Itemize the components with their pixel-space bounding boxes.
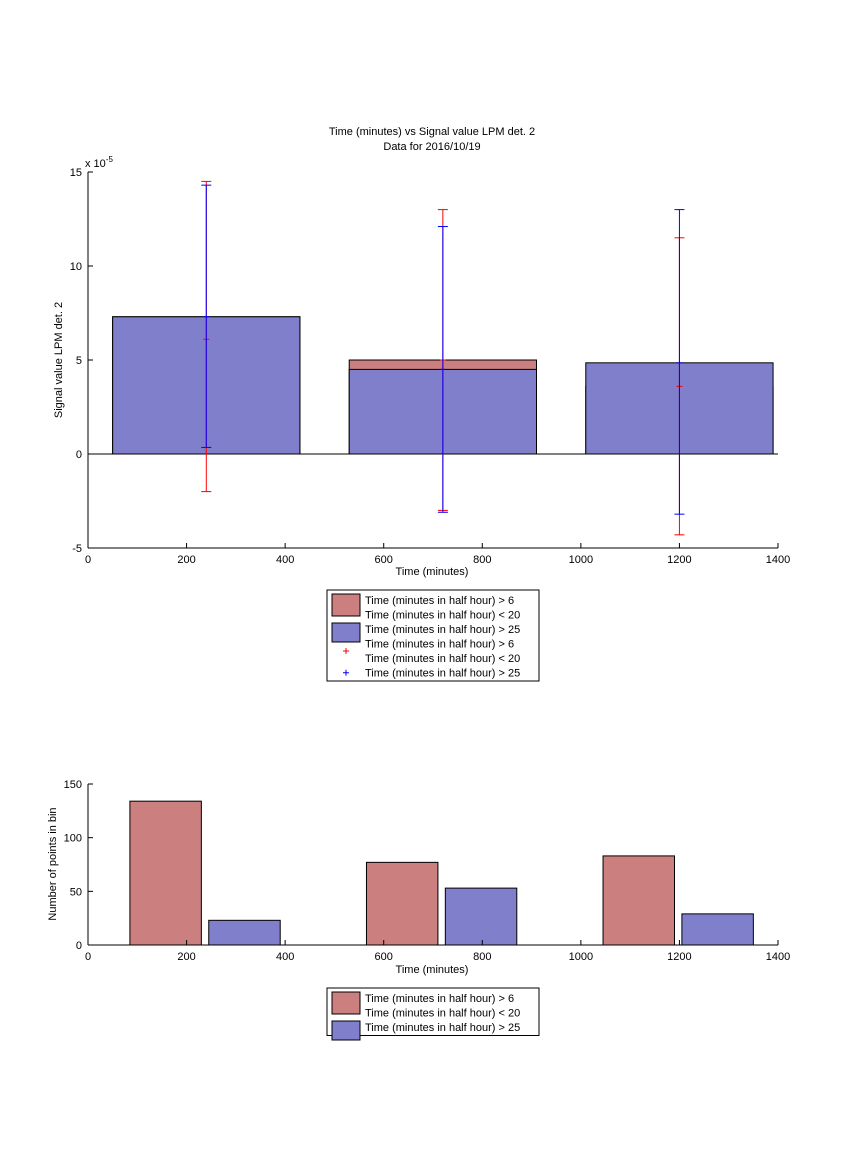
bar-blue xyxy=(444,887,518,946)
x-tick-label: 1400 xyxy=(766,951,790,963)
legend-label: Time (minutes in half hour) > 25 xyxy=(365,1022,520,1034)
x-tick-label: 200 xyxy=(177,951,195,963)
bar-red xyxy=(602,855,675,946)
legend: Time (minutes in half hour) > 6 Time (min… xyxy=(326,987,540,1041)
legend: Time (minutes in half hour) > 6 Time (min… xyxy=(326,589,540,682)
signal-chart: Time (minutes) vs Signal value LPM det. … xyxy=(53,126,790,682)
x-tick-label: 1000 xyxy=(569,951,593,963)
x-tick-label: 1400 xyxy=(766,554,790,566)
x-tick-label: 400 xyxy=(276,554,294,566)
legend-box xyxy=(326,589,540,682)
y-tick-label: 15 xyxy=(70,167,82,179)
bars-group xyxy=(129,800,754,946)
x-tick-label: 800 xyxy=(473,951,491,963)
chart-title: Time (minutes) vs Signal value LPM det. … xyxy=(329,126,535,138)
legend-label: Time (minutes in half hour) < 20 xyxy=(365,1008,520,1020)
legend-swatch xyxy=(331,593,361,617)
x-tick-label: 1000 xyxy=(569,554,593,566)
y-tick-label: -5 xyxy=(72,543,82,555)
x-tick-label: 800 xyxy=(473,554,491,566)
bar-blue xyxy=(208,919,281,946)
legend-label: Time (minutes in half hour) < 20 xyxy=(365,653,520,665)
x-tick-label: 600 xyxy=(375,951,393,963)
axes: 0 200 400 600 800 1000 1200 1400 0 50 100 150 xyxy=(64,779,791,963)
bars-group xyxy=(88,316,778,455)
y-axis-label: Signal value LPM det. 2 xyxy=(53,302,65,418)
bar-red xyxy=(129,800,202,946)
errorbars-group xyxy=(201,180,685,536)
y-tick-label: 100 xyxy=(64,833,82,845)
x-tick-label: 200 xyxy=(177,554,195,566)
x-tick-label: 400 xyxy=(276,951,294,963)
legend-box xyxy=(326,987,540,1036)
legend-label: Time (minutes in half hour) > 25 xyxy=(365,668,520,680)
x-axis-label: Time (minutes) xyxy=(396,964,469,976)
legend-swatch xyxy=(331,1020,361,1041)
x-tick-label: 600 xyxy=(375,554,393,566)
y-tick-label: 50 xyxy=(70,886,82,898)
legend-swatch xyxy=(331,991,361,1015)
legend-label: Time (minutes in half hour) > 6 xyxy=(365,993,514,1005)
y-axis-label: Number of points in bin xyxy=(47,807,59,920)
x-tick-label: 1200 xyxy=(667,554,691,566)
x-tick-label: 0 xyxy=(85,554,91,566)
x-axis-label: Time (minutes) xyxy=(396,566,469,578)
x-tick-label: 1200 xyxy=(667,951,691,963)
legend-label: Time (minutes in half hour) < 20 xyxy=(365,610,520,622)
legend-swatch xyxy=(331,622,361,643)
legend-label: Time (minutes in half hour) > 6 xyxy=(365,595,514,607)
count-chart: 0 200 400 600 800 1000 1200 1400 0 50 100 150 Time … xyxy=(47,779,791,1041)
y-tick-label: 5 xyxy=(76,355,82,367)
y-exponent-label: x 10-5 xyxy=(85,155,113,170)
x-tick-label: 0 xyxy=(85,951,91,963)
legend-label: Time (minutes in half hour) > 6 xyxy=(365,639,514,651)
y-tick-label: 10 xyxy=(70,261,82,273)
bar-red xyxy=(365,861,439,946)
y-tick-label: 150 xyxy=(64,779,82,791)
chart-subtitle: Data for 2016/10/19 xyxy=(383,141,480,153)
legend-label: Time (minutes in half hour) > 25 xyxy=(365,624,520,636)
bar-blue xyxy=(681,913,754,946)
y-tick-label: 0 xyxy=(76,449,82,461)
y-tick-label: 0 xyxy=(76,940,82,952)
